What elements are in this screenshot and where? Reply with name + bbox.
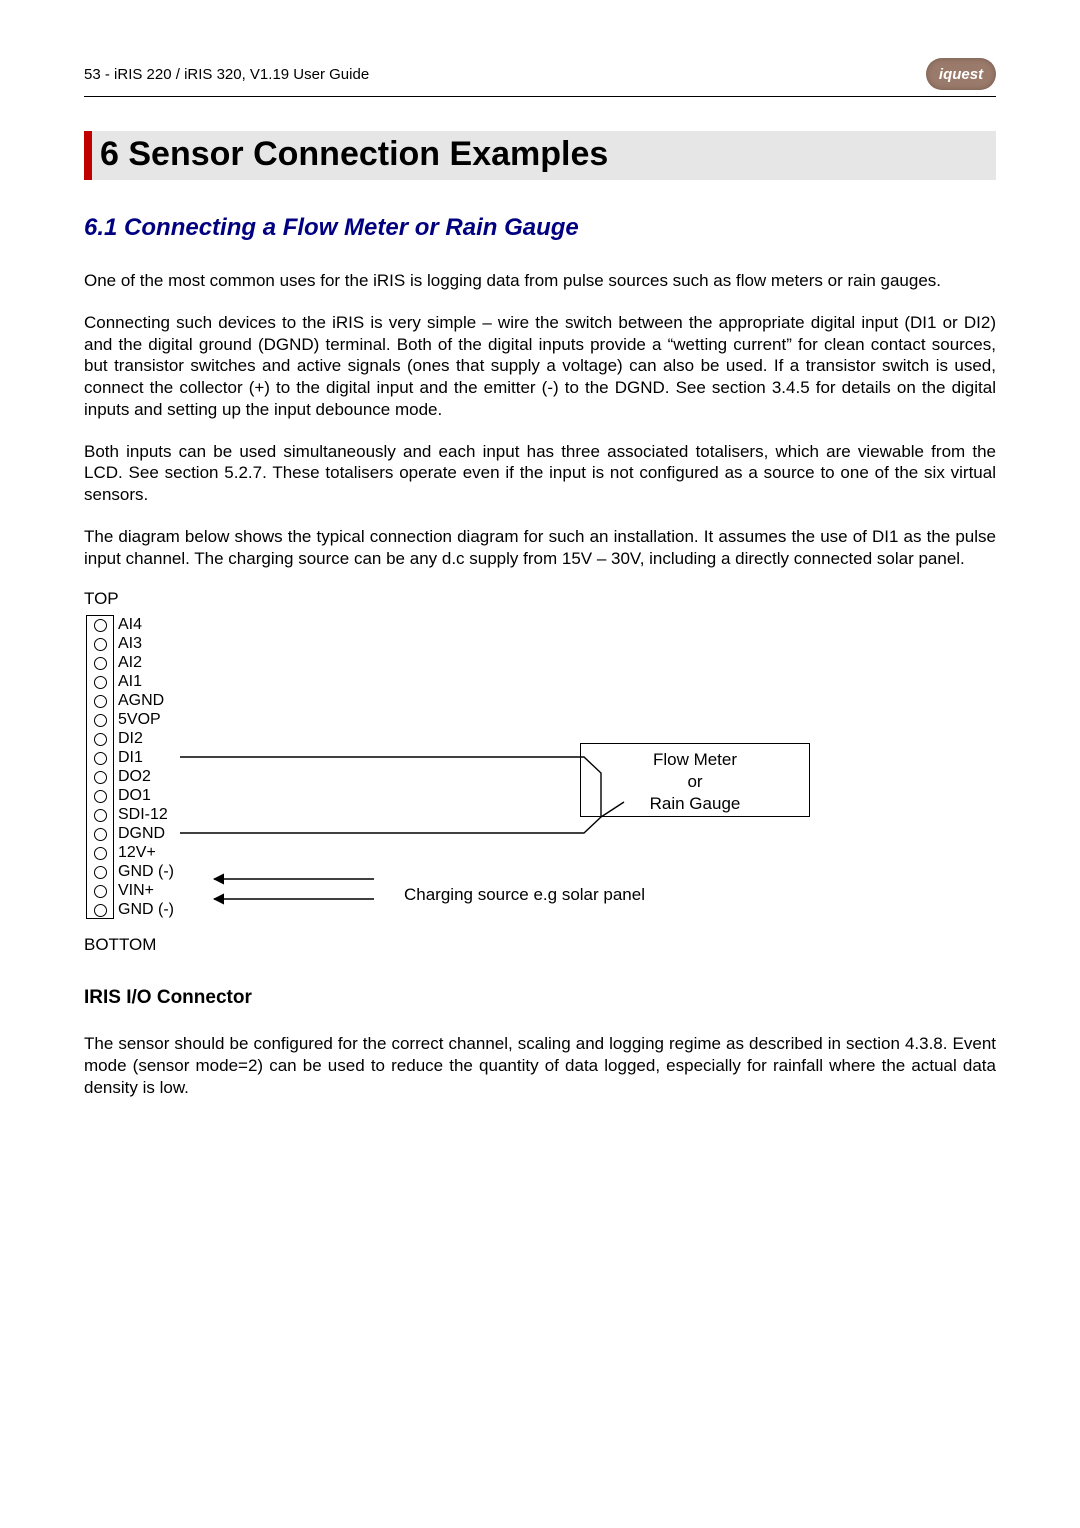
page-number: 53 — [84, 66, 101, 83]
terminal-labels: AI4AI3AI2AI1AGND5VOPDI2DI1DO2DO1SDI-12DG… — [118, 615, 174, 919]
terminal-hole — [87, 692, 113, 711]
terminal-hole — [87, 616, 113, 635]
terminal-label: AI1 — [118, 672, 174, 691]
terminal-label: AI2 — [118, 653, 174, 672]
paragraph: Both inputs can be used simultaneously a… — [84, 441, 996, 506]
diagram-top-label: TOP — [84, 589, 119, 609]
terminal-hole — [87, 711, 113, 730]
terminal-label: AI4 — [118, 615, 174, 634]
terminal-hole — [87, 749, 113, 768]
terminal-label: VIN+ — [118, 881, 174, 900]
header-rule — [84, 96, 996, 97]
paragraph: The diagram below shows the typical conn… — [84, 526, 996, 570]
page-header: 53 - iRIS 220 / iRIS 320, V1.19 User Gui… — [84, 58, 996, 90]
terminal-hole — [87, 806, 113, 825]
terminal-label: DO1 — [118, 786, 174, 805]
terminal-hole — [87, 768, 113, 787]
terminal-label: AGND — [118, 691, 174, 710]
terminal-column — [86, 615, 114, 919]
diagram-bottom-label: BOTTOM — [84, 935, 156, 955]
terminal-hole — [87, 635, 113, 654]
terminal-label: SDI-12 — [118, 805, 174, 824]
terminal-hole — [87, 901, 113, 920]
terminal-hole — [87, 730, 113, 749]
charging-label: Charging source e.g solar panel — [404, 885, 645, 905]
terminal-hole — [87, 863, 113, 882]
terminal-hole — [87, 654, 113, 673]
connection-diagram: TOP AI4AI3AI2AI1AGND5VOPDI2DI1DO2DO1SDI-… — [84, 589, 996, 969]
terminal-hole — [87, 882, 113, 901]
brand-logo: iquest — [926, 58, 996, 90]
terminal-hole — [87, 844, 113, 863]
terminal-hole — [87, 825, 113, 844]
terminal-label: 5VOP — [118, 710, 174, 729]
terminal-label: 12V+ — [118, 843, 174, 862]
terminal-label: DGND — [118, 824, 174, 843]
terminal-label: DO2 — [118, 767, 174, 786]
terminal-label: DI1 — [118, 748, 174, 767]
terminal-hole — [87, 787, 113, 806]
terminal-label: GND (-) — [118, 862, 174, 881]
connector-heading: IRIS I/O Connector — [84, 987, 996, 1009]
header-text: 53 - iRIS 220 / iRIS 320, V1.19 User Gui… — [84, 66, 369, 83]
terminal-label: DI2 — [118, 729, 174, 748]
section-heading: 6 Sensor Connection Examples — [84, 131, 996, 180]
paragraph: The sensor should be configured for the … — [84, 1033, 996, 1098]
subsection-heading: 6.1 Connecting a Flow Meter or Rain Gaug… — [84, 214, 996, 242]
paragraph: One of the most common uses for the iRIS… — [84, 270, 996, 292]
terminal-label: AI3 — [118, 634, 174, 653]
flow-meter-box: Flow Meter or Rain Gauge — [580, 743, 810, 817]
terminal-hole — [87, 673, 113, 692]
doc-title: iRIS 220 / iRIS 320, V1.19 User Guide — [114, 66, 369, 83]
paragraph: Connecting such devices to the iRIS is v… — [84, 312, 996, 421]
terminal-label: GND (-) — [118, 900, 174, 919]
